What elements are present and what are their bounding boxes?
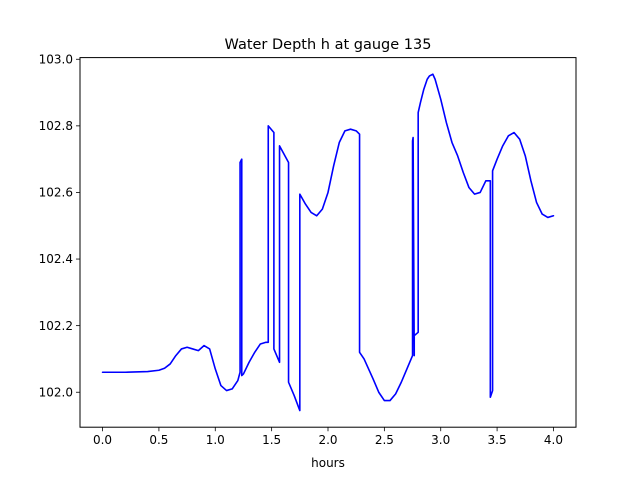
x-tick-label: 3.5 <box>488 433 507 447</box>
x-tick-label: 3.0 <box>431 433 450 447</box>
x-tick-label: 2.0 <box>318 433 337 447</box>
y-tick-label: 102.0 <box>39 385 73 399</box>
plot-frame <box>79 57 577 428</box>
y-tick-label: 102.4 <box>39 252 73 266</box>
plot-area <box>101 73 555 412</box>
y-tick-label: 103.0 <box>39 52 73 66</box>
chart-title: Water Depth h at gauge 135 <box>225 37 432 53</box>
x-tick-label: 0.5 <box>149 433 168 447</box>
x-axis-label: hours <box>311 456 345 470</box>
y-tick-label: 102.6 <box>39 186 73 200</box>
x-tick-label: 0.0 <box>93 433 112 447</box>
x-tick-label: 4.0 <box>544 433 563 447</box>
y-tick-label: 102.2 <box>39 319 73 333</box>
x-tick-label: 2.5 <box>375 433 394 447</box>
y-tick-label: 102.8 <box>39 119 73 133</box>
series-line-0 <box>101 73 555 412</box>
x-axis-ticks: 0.0 0.5 1.0 1.5 2.0 2.5 3.0 3.5 4.0 <box>93 427 563 447</box>
x-tick-label: 1.5 <box>262 433 281 447</box>
y-axis-ticks: 102.0 102.2 102.4 102.6 102.8 103.0 <box>39 52 80 399</box>
x-tick-label: 1.0 <box>206 433 225 447</box>
